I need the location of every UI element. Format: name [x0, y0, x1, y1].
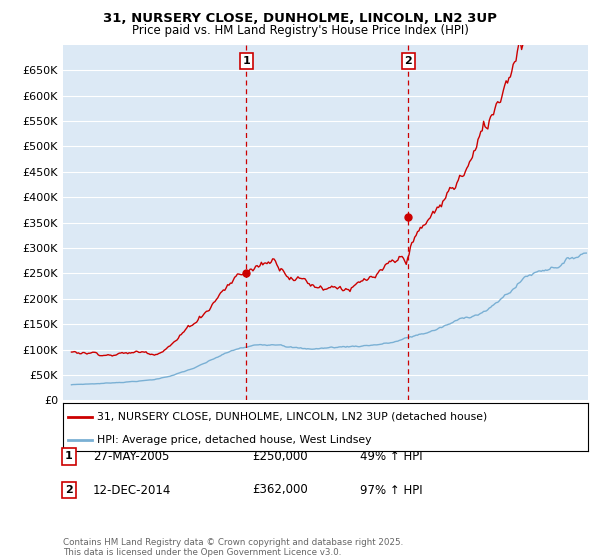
Text: 2: 2: [404, 56, 412, 66]
Text: 27-MAY-2005: 27-MAY-2005: [93, 450, 169, 463]
Text: Contains HM Land Registry data © Crown copyright and database right 2025.
This d: Contains HM Land Registry data © Crown c…: [63, 538, 403, 557]
Text: HPI: Average price, detached house, West Lindsey: HPI: Average price, detached house, West…: [97, 435, 371, 445]
Text: Price paid vs. HM Land Registry's House Price Index (HPI): Price paid vs. HM Land Registry's House …: [131, 24, 469, 36]
Text: 12-DEC-2014: 12-DEC-2014: [93, 483, 172, 497]
Text: £362,000: £362,000: [252, 483, 308, 497]
Text: 1: 1: [242, 56, 250, 66]
Text: 49% ↑ HPI: 49% ↑ HPI: [360, 450, 422, 463]
Text: 2: 2: [65, 485, 73, 495]
Text: 1: 1: [65, 451, 73, 461]
Text: 31, NURSERY CLOSE, DUNHOLME, LINCOLN, LN2 3UP: 31, NURSERY CLOSE, DUNHOLME, LINCOLN, LN…: [103, 12, 497, 25]
Text: £250,000: £250,000: [252, 450, 308, 463]
Text: 97% ↑ HPI: 97% ↑ HPI: [360, 483, 422, 497]
Text: 31, NURSERY CLOSE, DUNHOLME, LINCOLN, LN2 3UP (detached house): 31, NURSERY CLOSE, DUNHOLME, LINCOLN, LN…: [97, 412, 487, 422]
